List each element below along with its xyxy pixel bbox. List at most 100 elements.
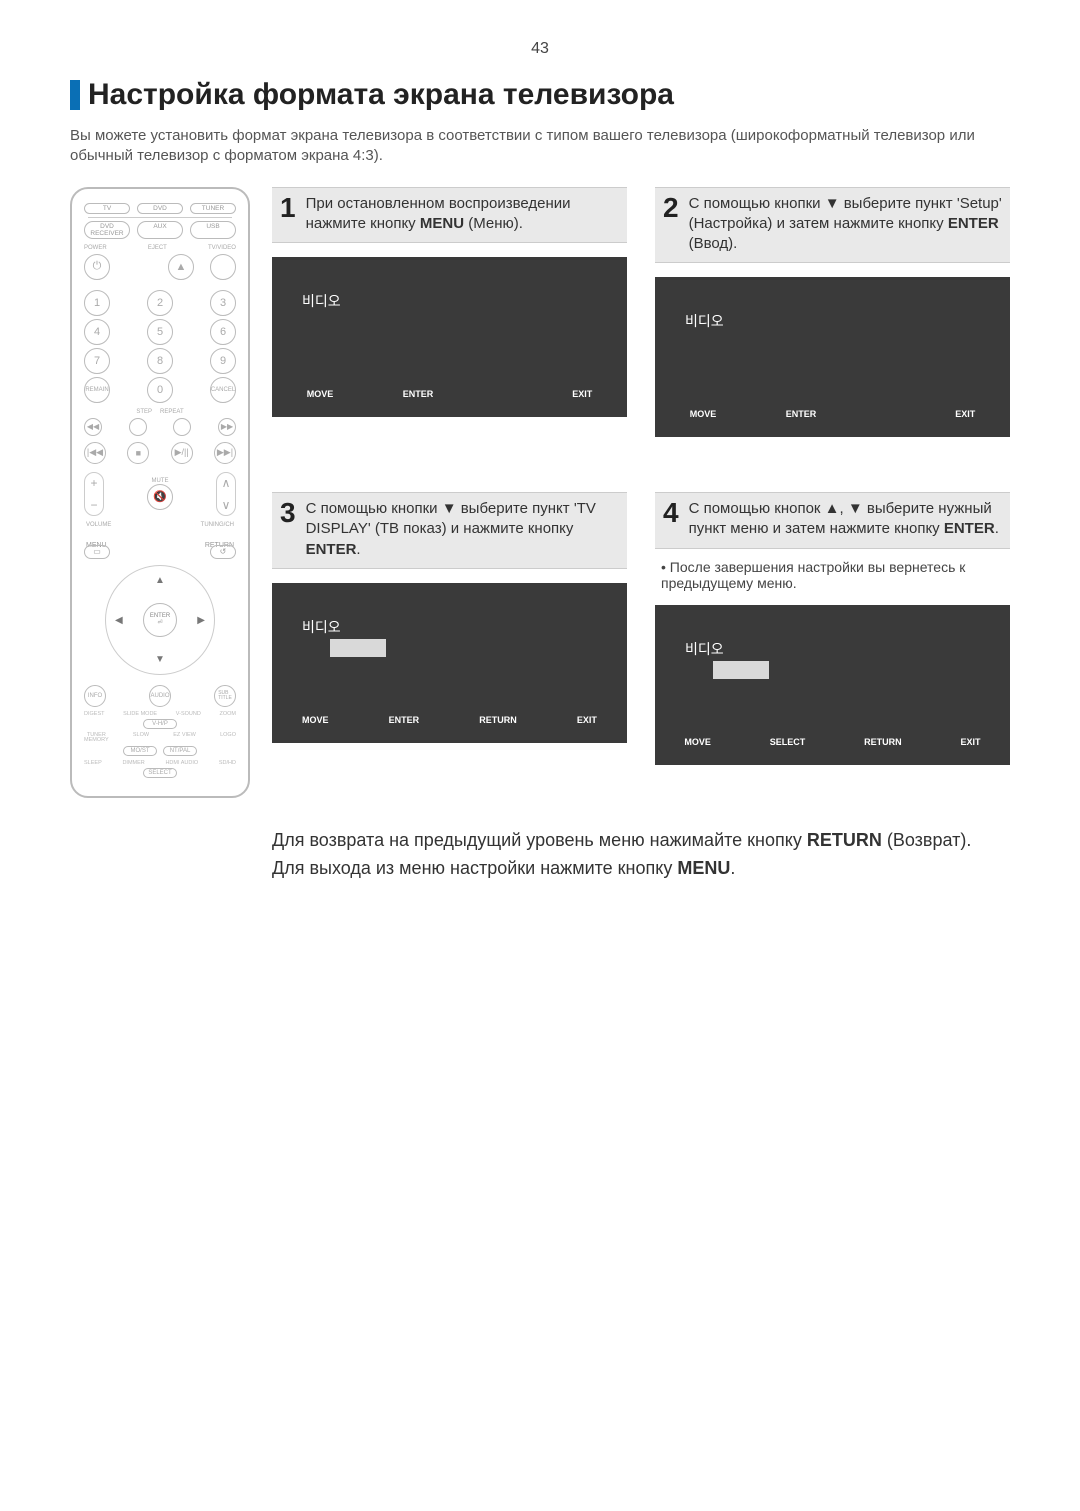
volume-rocker: +− — [84, 472, 104, 516]
screen-3-move: MOVE — [302, 715, 329, 725]
step-2: 2 С помощью кнопки ▼ выберите пункт 'Set… — [655, 187, 1010, 471]
eject-label: EJECT — [148, 245, 167, 251]
step-3: 3 С помощью кнопки ▼ выберите пункт 'TV … — [272, 492, 627, 797]
digit-2: 2 — [147, 290, 173, 316]
sdhd-label: SD/HD — [219, 760, 236, 766]
screen-3-return: RETURN — [479, 715, 517, 725]
volume-label: VOLUME — [86, 522, 111, 528]
page-title-row: Настройка формата экрана телевизора — [70, 78, 1010, 112]
screen-2-exit: EXIT — [955, 409, 975, 419]
page-number: 43 — [70, 40, 1010, 58]
slow-label: SLOW — [133, 733, 149, 744]
audio-button: AUDIO — [149, 685, 171, 707]
digit-6: 6 — [210, 319, 236, 345]
screen-3-exit: EXIT — [577, 715, 597, 725]
page-title: Настройка формата экрана телевизора — [88, 78, 674, 112]
screen-3-highlight — [330, 639, 386, 657]
digit-5: 5 — [147, 319, 173, 345]
ntpal-pill: NT/PAL — [163, 746, 197, 756]
src-dvdreceiver: DVD RECEIVER — [84, 221, 130, 239]
step-1: 1 При остановленном воспроизведении нажм… — [272, 187, 627, 471]
steps-grid: 1 При остановленном воспроизведении нажм… — [272, 187, 1010, 798]
power-button: ⏻ — [84, 254, 110, 280]
step-3-number: 3 — [280, 499, 296, 560]
digit-7: 7 — [84, 348, 110, 374]
screen-1: 비디오 MOVE ENTER EXIT — [272, 257, 627, 417]
step-2-number: 2 — [663, 194, 679, 255]
screen-1-label: 비디오 — [302, 291, 341, 311]
mute-label: MUTE — [147, 478, 173, 484]
return-button: ↺ — [210, 545, 236, 559]
screen-3-label: 비디오 — [302, 617, 341, 637]
play-pause-icon: ▶/|| — [171, 442, 193, 464]
mute-icon: 🔇 — [147, 484, 173, 510]
src-dvd: DVD — [137, 203, 183, 214]
prev-icon: |◀◀ — [84, 442, 106, 464]
bottom-line-return: Для возврата на предыдущий уровень меню … — [272, 826, 1010, 855]
menu-button: ▭ — [84, 545, 110, 559]
step-1-text: При остановленном воспроизведении нажмит… — [306, 194, 619, 235]
intro-paragraph: Вы можете установить формат экрана телев… — [70, 126, 1010, 167]
screen-4-select: SELECT — [770, 737, 806, 747]
tvvideo-button — [210, 254, 236, 280]
rewind-icon: ◀◀ — [84, 418, 102, 436]
step-4: 4 С помощью кнопок ▲, ▼ выберите нужный … — [655, 492, 1010, 797]
slidemode-label: SLIDE MODE — [123, 711, 157, 717]
info-button: INFO — [84, 685, 106, 707]
screen-1-exit: EXIT — [572, 389, 592, 399]
screen-2-label: 비디오 — [685, 311, 724, 331]
tvvideo-label: TV/VIDEO — [208, 245, 236, 251]
title-accent-bar — [70, 80, 80, 110]
screen-4-return: RETURN — [864, 737, 902, 747]
digit-9: 9 — [210, 348, 236, 374]
repeat-label: REPEAT — [160, 409, 184, 415]
vhp-pill: V-H/P — [143, 719, 177, 729]
step-4-note: После завершения настройки вы вернетесь … — [661, 559, 1010, 591]
power-label: POWER — [84, 245, 107, 251]
digit-3: 3 — [210, 290, 236, 316]
dimmer-label: DIMMER — [122, 760, 144, 766]
digit-4: 4 — [84, 319, 110, 345]
step-1-number: 1 — [280, 194, 296, 235]
next-icon: ▶▶| — [214, 442, 236, 464]
screen-4-exit: EXIT — [961, 737, 981, 747]
src-usb: USB — [190, 221, 236, 239]
cancel-button: CANCEL — [210, 377, 236, 403]
screen-3-enter: ENTER — [389, 715, 420, 725]
screen-4: 비디오 MOVE SELECT RETURN EXIT — [655, 605, 1010, 765]
digit-1: 1 — [84, 290, 110, 316]
dpad-left-icon: ◀ — [115, 615, 123, 626]
remain-button: REMAIN — [84, 377, 110, 403]
sleep-label: SLEEP — [84, 760, 102, 766]
tuning-label: TUNING/CH — [201, 522, 234, 528]
eject-button: ▲ — [168, 254, 194, 280]
vsound-label: V-SOUND — [176, 711, 201, 717]
screen-2-enter: ENTER — [786, 409, 817, 419]
subtitle-button: SUB TITLE — [214, 685, 236, 707]
digest-label: DIGEST — [84, 711, 104, 717]
ezview-label: EZ VIEW — [173, 733, 196, 744]
screen-3: 비디오 MOVE ENTER RETURN EXIT — [272, 583, 627, 743]
dpad-right-icon: ▶ — [197, 615, 205, 626]
most-pill: MO/ST — [123, 746, 157, 756]
screen-4-highlight — [713, 661, 769, 679]
remote-control-diagram: TV DVD TUNER DVD RECEIVER AUX USB POWER … — [70, 187, 250, 798]
select-pill: SELECT — [143, 768, 177, 778]
step-4-number: 4 — [663, 499, 679, 540]
digit-0: 0 — [147, 377, 173, 403]
step-3-text: С помощью кнопки ▼ выберите пункт 'TV DI… — [306, 499, 619, 560]
src-aux: AUX — [137, 221, 183, 239]
logo-label: LOGO — [220, 733, 236, 744]
step-button — [129, 418, 147, 436]
screen-4-label: 비디오 — [685, 639, 724, 659]
tunermem-label: TUNER MEMORY — [84, 733, 109, 744]
ffwd-icon: ▶▶ — [218, 418, 236, 436]
src-tuner: TUNER — [190, 203, 236, 214]
step-4-text: С помощью кнопок ▲, ▼ выберите нужный пу… — [689, 499, 1002, 540]
screen-1-enter: ENTER — [403, 389, 434, 399]
step-label: STEP — [136, 409, 152, 415]
dpad-down-icon: ▼ — [155, 654, 165, 665]
repeat-button — [173, 418, 191, 436]
hdmiaudio-label: HDMI AUDIO — [165, 760, 198, 766]
digit-8: 8 — [147, 348, 173, 374]
